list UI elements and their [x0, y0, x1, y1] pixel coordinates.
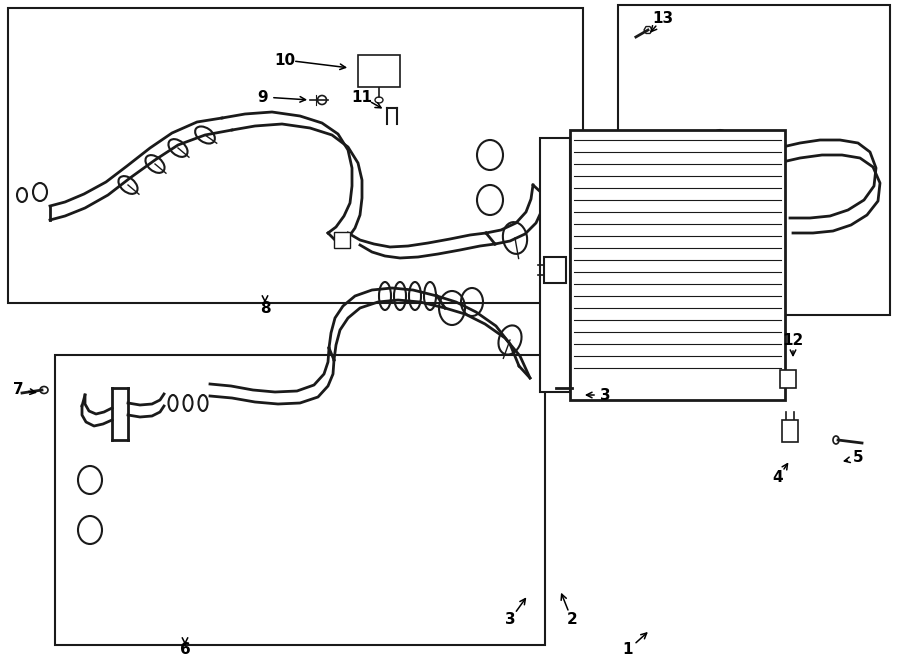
Bar [8, 8, 583, 303]
Text: 13: 13 [652, 11, 673, 26]
Text: 10: 10 [274, 52, 295, 68]
Text: 3: 3 [505, 612, 516, 628]
Bar [780, 370, 796, 388]
Bar [334, 232, 350, 248]
Text: 11: 11 [352, 89, 373, 105]
Text: 5: 5 [852, 451, 863, 465]
Text: 6: 6 [180, 643, 191, 657]
Text: 12: 12 [782, 332, 804, 348]
Bar [540, 138, 570, 392]
Bar [358, 55, 400, 87]
Bar [618, 5, 890, 315]
Text: 9: 9 [257, 89, 268, 105]
Text: 8: 8 [260, 301, 270, 316]
Bar [55, 355, 545, 645]
Bar [782, 420, 798, 442]
Text: 4: 4 [773, 471, 783, 485]
Text: 3: 3 [599, 387, 610, 402]
Bar [570, 130, 785, 400]
Bar [544, 257, 566, 283]
Text: 2: 2 [567, 612, 578, 628]
Text: 7: 7 [13, 383, 23, 397]
Text: 1: 1 [623, 643, 634, 657]
